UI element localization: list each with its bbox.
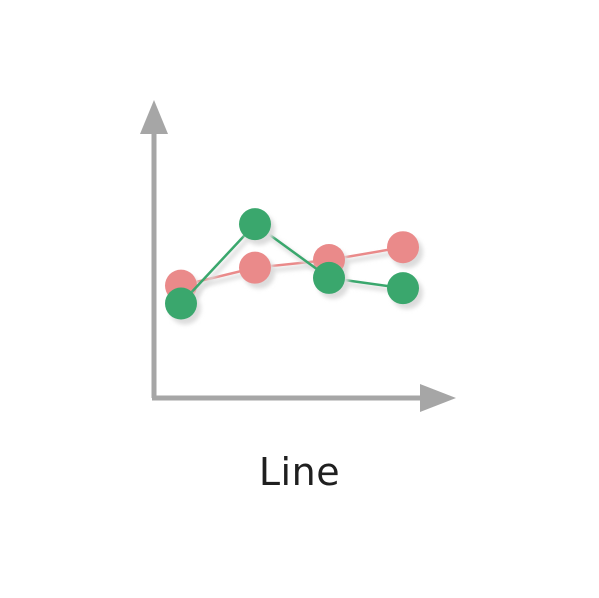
tile-label: Line <box>258 450 341 494</box>
series-1-point-2 <box>313 261 345 294</box>
series-layer <box>165 208 423 325</box>
series-1-point-0 <box>165 287 197 320</box>
series-0-point-3 <box>387 231 419 264</box>
series-1-line <box>180 222 404 305</box>
series-0-line-shadow <box>183 249 407 292</box>
line-chart-icon <box>140 100 456 412</box>
y-axis-arrow <box>140 100 168 134</box>
x-axis-arrow <box>420 384 456 412</box>
series-1-point-1 <box>239 208 271 241</box>
series-1-point-3 <box>387 272 419 305</box>
series-0-point-1 <box>239 251 271 284</box>
series-1-line-shadow <box>182 225 407 309</box>
series-0-line <box>180 245 404 287</box>
